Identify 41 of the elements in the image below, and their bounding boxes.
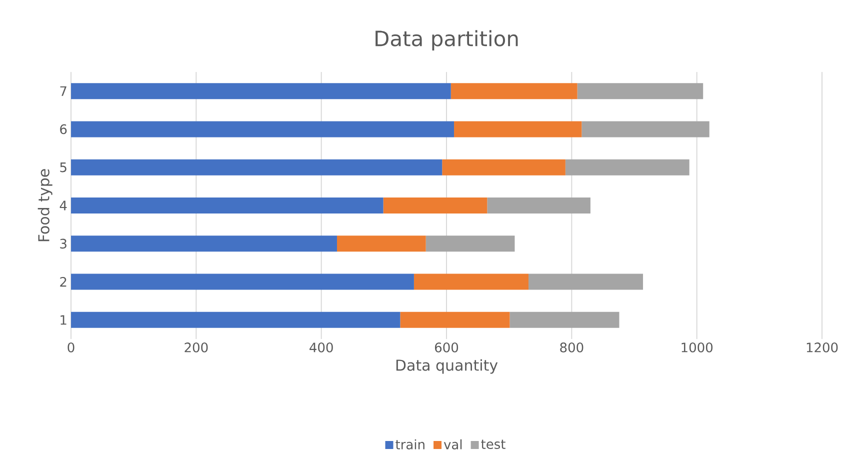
x-tick-label: 0 — [68, 342, 74, 352]
x-tick-label: 200 — [184, 342, 208, 352]
legend-label: val — [444, 439, 462, 450]
bar — [510, 312, 620, 328]
legend-label: test — [481, 440, 506, 450]
chart-title: Data partition — [376, 30, 518, 50]
bar — [454, 121, 582, 138]
bar — [383, 198, 488, 214]
y-tick-label: 3 — [60, 238, 66, 249]
bar — [71, 236, 337, 252]
bar — [71, 121, 454, 138]
x-axis-title: Data quantity — [396, 359, 498, 374]
bar — [71, 274, 414, 290]
x-tick-label: 800 — [560, 342, 584, 352]
bar — [487, 198, 590, 214]
bar — [565, 159, 690, 176]
bar — [582, 121, 710, 138]
bar — [414, 274, 528, 290]
x-tick-label: 1200 — [806, 342, 838, 352]
bar — [528, 274, 644, 290]
bar — [426, 236, 515, 252]
x-tick-label: 400 — [310, 342, 333, 352]
x-tick-label: 1000 — [682, 342, 713, 352]
bar — [71, 198, 384, 214]
y-axis-title: Food type — [38, 169, 52, 242]
bar — [71, 159, 442, 176]
bar — [71, 312, 400, 328]
bar — [336, 236, 426, 252]
bar — [450, 83, 578, 100]
y-tick-label: 7 — [60, 86, 66, 96]
y-tick-label: 5 — [60, 162, 66, 172]
y-tick-label: 1 — [60, 315, 66, 325]
y-tick-label: 6 — [60, 124, 67, 134]
x-tick-label: 600 — [435, 342, 458, 352]
bar — [71, 83, 451, 100]
bar — [577, 83, 704, 100]
y-tick-label: 4 — [60, 200, 67, 210]
y-tick-label: 2 — [60, 276, 66, 287]
legend-label: train — [396, 439, 424, 450]
bar — [400, 312, 510, 328]
bar — [442, 159, 566, 176]
